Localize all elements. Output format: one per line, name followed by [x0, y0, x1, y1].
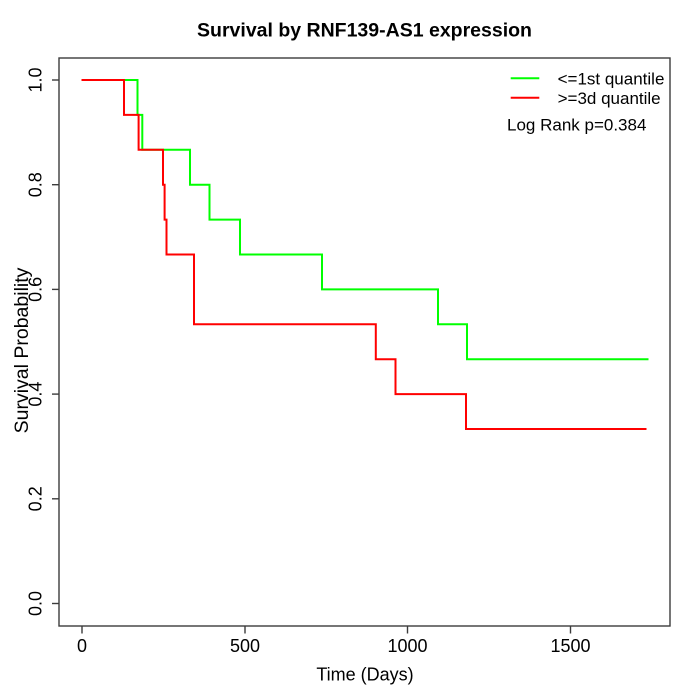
svg-text:Survival Probability: Survival Probability	[11, 267, 33, 433]
svg-text:0.2: 0.2	[26, 486, 46, 511]
svg-text:0.6: 0.6	[26, 277, 46, 302]
svg-text:1500: 1500	[550, 636, 590, 656]
svg-text:>=3d quantile: >=3d quantile	[558, 89, 661, 108]
svg-text:1.0: 1.0	[26, 67, 46, 92]
svg-text:0: 0	[77, 636, 87, 656]
svg-text:Survival by RNF139-AS1 express: Survival by RNF139-AS1 expression	[197, 20, 532, 42]
svg-text:Log Rank p=0.384: Log Rank p=0.384	[507, 115, 646, 134]
svg-text:Time (Days): Time (Days)	[316, 665, 413, 685]
svg-text:500: 500	[230, 636, 260, 656]
svg-text:0.0: 0.0	[26, 591, 46, 616]
svg-text:<=1st quantile: <=1st quantile	[558, 70, 665, 89]
svg-text:1000: 1000	[387, 636, 427, 656]
svg-text:0.8: 0.8	[26, 172, 46, 197]
svg-text:0.4: 0.4	[26, 382, 46, 407]
